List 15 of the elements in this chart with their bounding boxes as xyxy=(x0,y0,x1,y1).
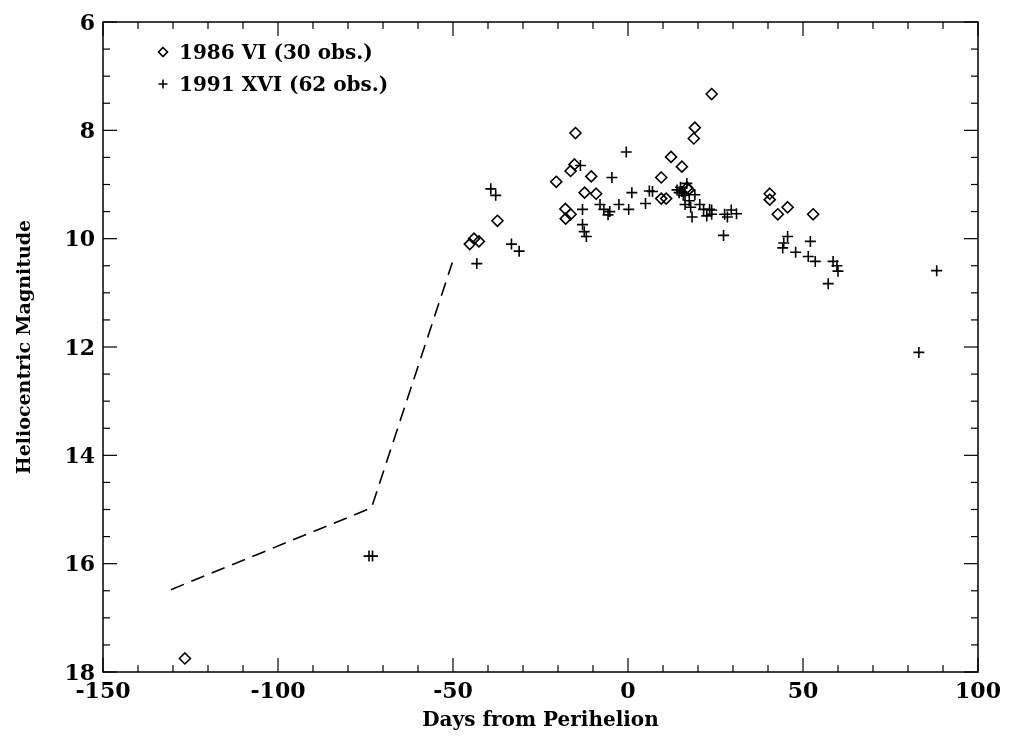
y-tick-label: 6 xyxy=(79,8,95,35)
y-axis-title: Heliocentric Magnitude xyxy=(12,219,34,475)
x-tick-label: 100 xyxy=(955,677,1001,703)
x-tick-label: -100 xyxy=(250,677,306,703)
y-tick-label: 16 xyxy=(64,550,95,577)
y-tick-label: 8 xyxy=(79,117,95,144)
x-axis-title: Days from Perihelion xyxy=(422,707,660,731)
y-tick-label: 12 xyxy=(64,333,95,360)
legend-label: 1986 VI (30 obs.) xyxy=(179,40,373,64)
x-tick-label: 0 xyxy=(620,677,636,703)
x-tick-label: -50 xyxy=(433,677,473,703)
y-tick-label: 14 xyxy=(64,442,95,469)
x-tick-label: 50 xyxy=(787,677,819,703)
y-tick-label: 10 xyxy=(64,225,95,252)
legend-label: 1991 XVI (62 obs.) xyxy=(179,72,389,96)
